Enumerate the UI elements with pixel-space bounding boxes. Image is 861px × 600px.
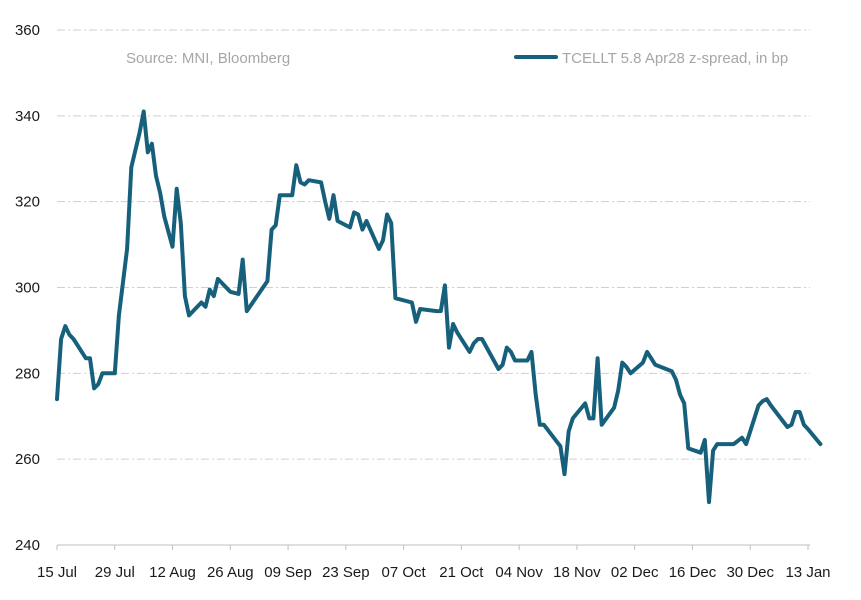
y-axis-tick-labels: 240 260 280 300 320 340 360 — [15, 22, 40, 554]
source-note: Source: MNI, Bloomberg — [126, 50, 290, 67]
x-tick-label: 23 Sep — [322, 564, 370, 581]
series-lines — [55, 109, 823, 505]
y-tick-label: 300 — [15, 280, 40, 297]
x-tick-label: 30 Dec — [726, 564, 774, 581]
x-tick-label: 07 Oct — [382, 564, 427, 581]
legend-label: TCELLT 5.8 Apr28 z-spread, in bp — [562, 50, 788, 67]
legend: TCELLT 5.8 Apr28 z-spread, in bp — [514, 50, 788, 67]
x-tick-label: 15 Jul — [37, 564, 77, 581]
x-axis-tick-labels: 15 Jul 29 Jul 12 Aug 26 Aug 09 Sep 23 Sep 07 O… — [37, 564, 831, 581]
y-tick-label: 320 — [15, 194, 40, 211]
x-tick-label: 13 Jan — [785, 564, 830, 581]
gridlines — [57, 29, 810, 460]
x-tick-label: 18 Nov — [553, 564, 601, 581]
x-tick-label: 26 Aug — [207, 564, 254, 581]
y-tick-label: 280 — [15, 365, 40, 382]
axes — [56, 544, 810, 550]
x-tick-label: 12 Aug — [149, 564, 196, 581]
x-tick-label: 16 Dec — [669, 564, 717, 581]
y-tick-label: 240 — [15, 537, 40, 554]
y-tick-label: 260 — [15, 451, 40, 468]
x-tick-label: 02 Dec — [611, 564, 659, 581]
y-tick-label: 360 — [15, 22, 40, 39]
x-tick-label: 04 Nov — [495, 564, 543, 581]
x-tick-label: 29 Jul — [95, 564, 135, 581]
series-line — [55, 109, 823, 505]
x-tick-label: 21 Oct — [439, 564, 484, 581]
y-tick-label: 340 — [15, 108, 40, 125]
x-tick-label: 09 Sep — [264, 564, 312, 581]
